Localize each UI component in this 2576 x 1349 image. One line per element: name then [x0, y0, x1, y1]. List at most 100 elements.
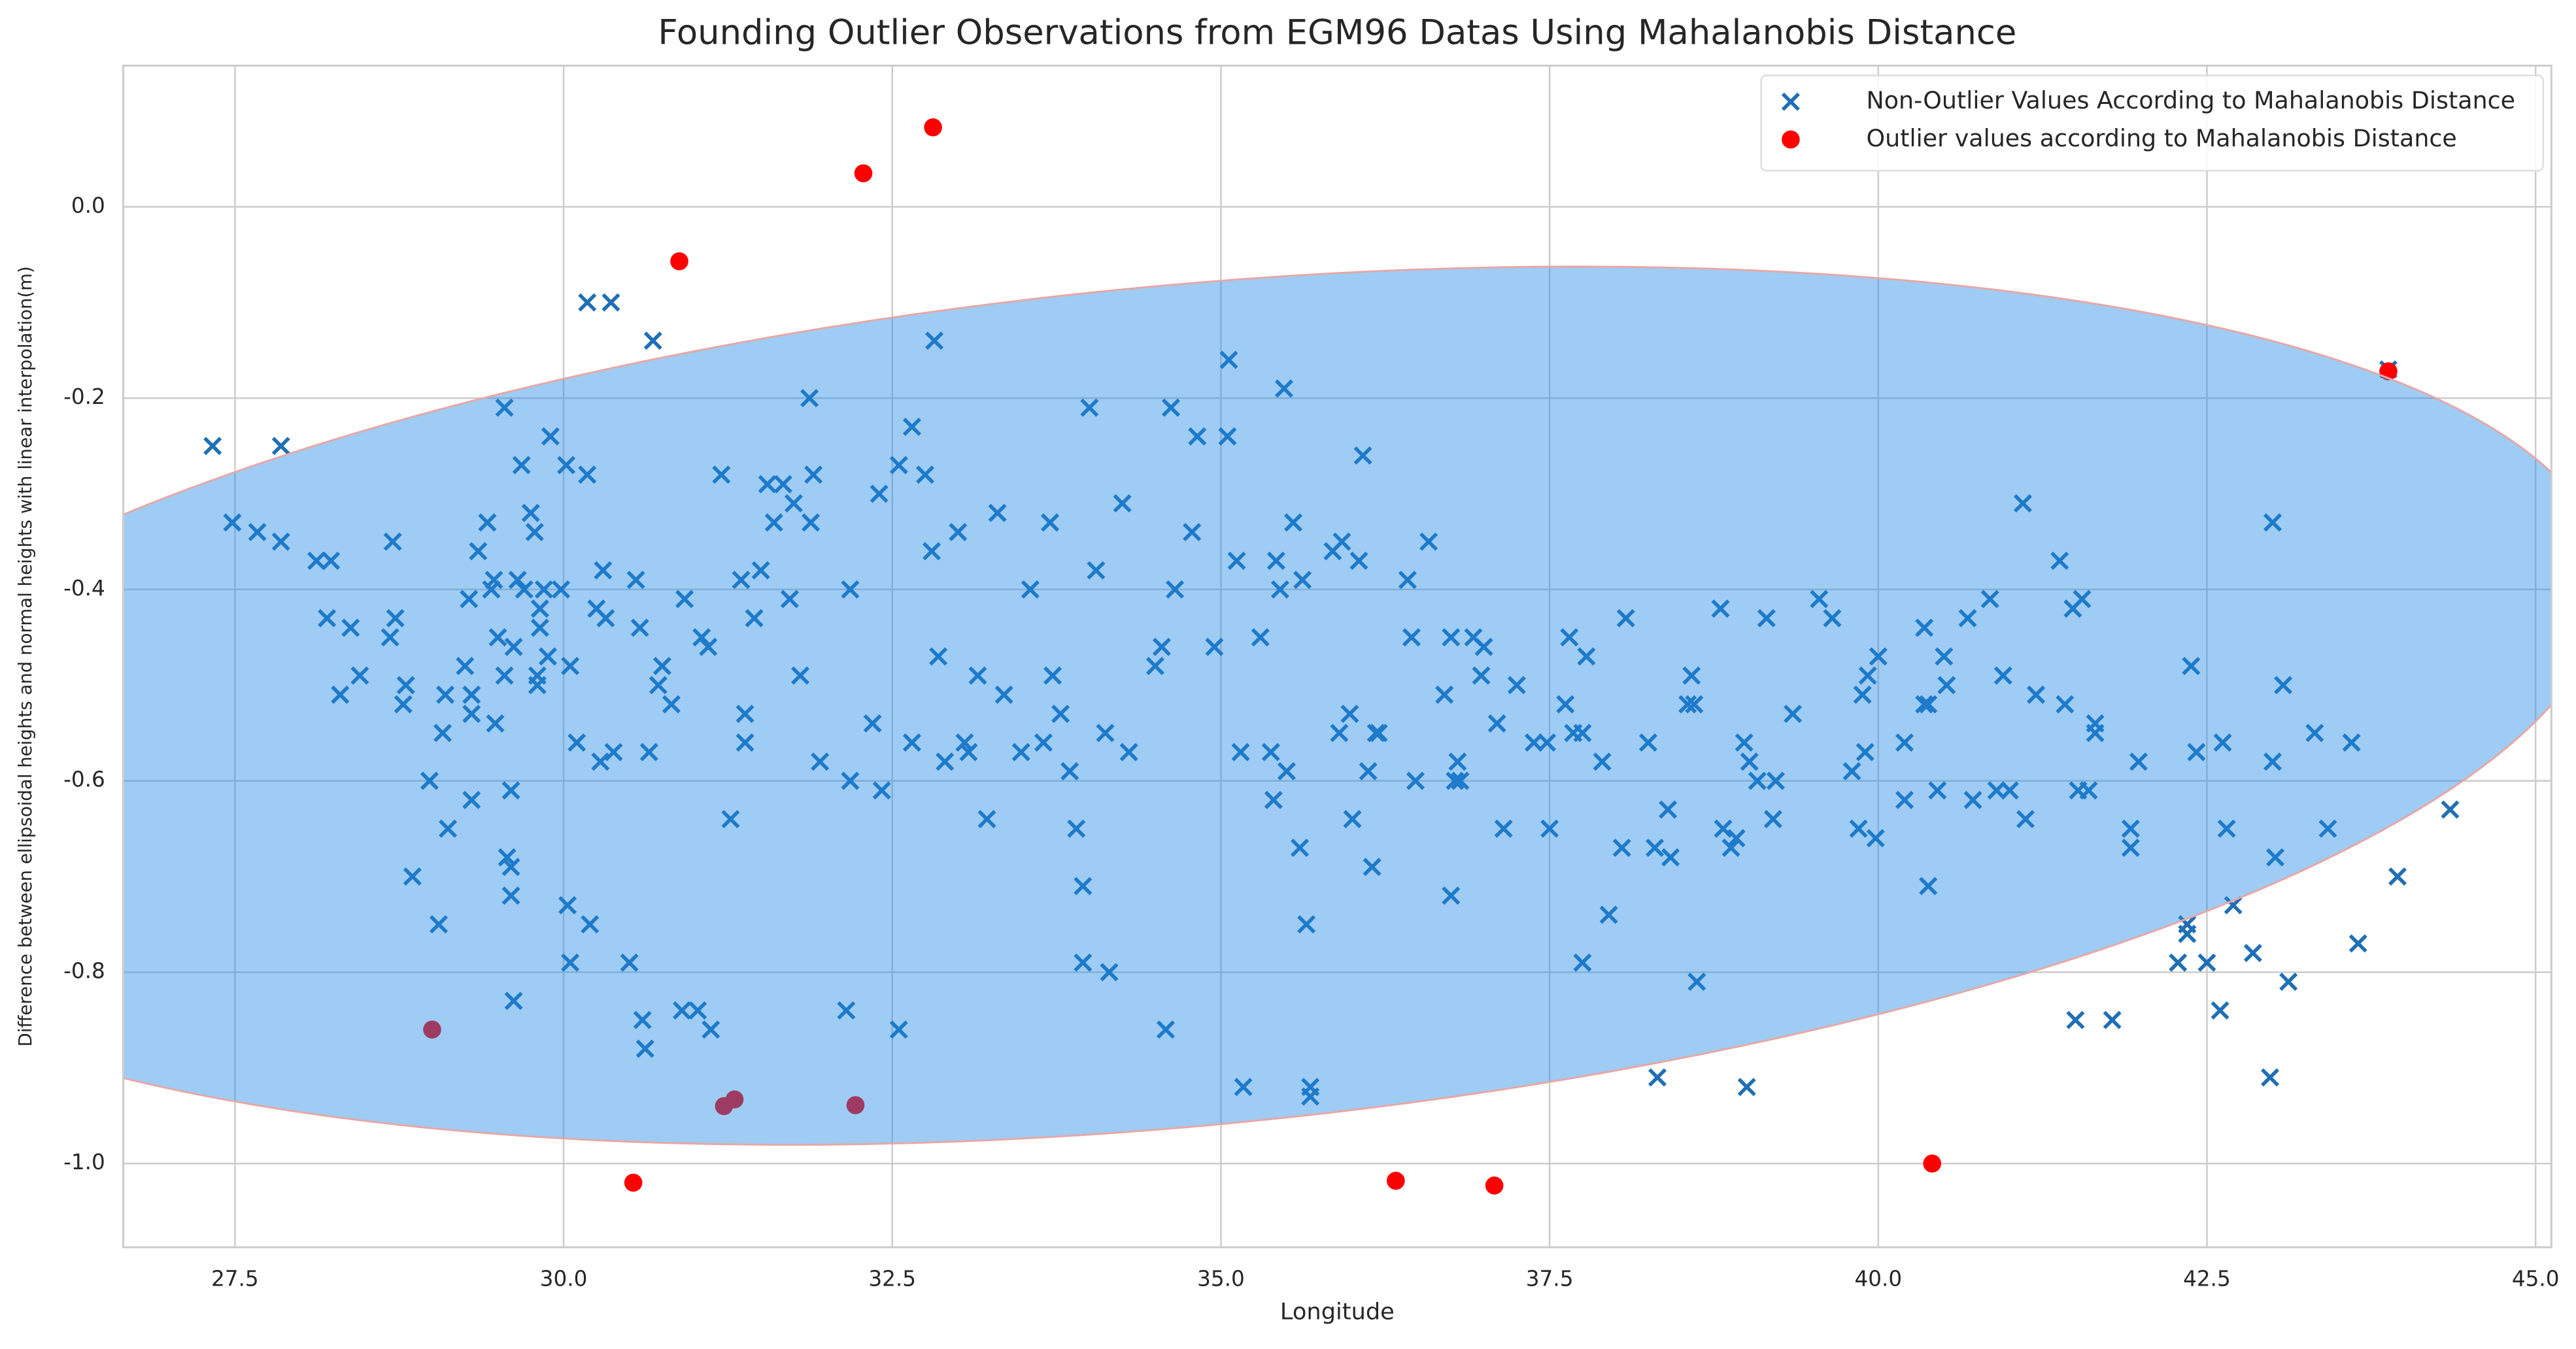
scatter-point	[977, 810, 996, 829]
scatter-point	[2169, 953, 2188, 972]
scatter-point	[341, 618, 360, 637]
scatter-point	[541, 427, 560, 446]
scatter-point	[331, 685, 350, 704]
scatter-point	[790, 666, 810, 685]
scatter-point	[2050, 551, 2069, 570]
scatter-point	[1387, 1171, 1405, 1190]
scatter-point	[223, 513, 242, 532]
scatter-point	[530, 599, 549, 618]
scatter-point	[1645, 839, 1664, 858]
scatter-point	[802, 513, 821, 532]
scatter-point	[1659, 800, 1678, 819]
scatter-point	[955, 733, 974, 752]
scatter-point	[1573, 953, 1592, 972]
scatter-point	[271, 532, 290, 551]
legend-marker	[1781, 92, 1800, 111]
scatter-point	[662, 695, 681, 714]
scatter-point	[1119, 742, 1138, 761]
scatter-point	[521, 503, 540, 522]
chart-title: Founding Outlier Observations from EGM96…	[658, 12, 2016, 52]
scatter-point	[460, 590, 479, 608]
x-tick-label: 40.0	[1854, 1267, 1902, 1291]
scatter-point	[699, 637, 718, 656]
scatter-point	[1937, 676, 1956, 695]
y-tick-label: -0.4	[63, 576, 105, 601]
scatter-point	[1958, 608, 1977, 627]
scatter-point	[2243, 944, 2262, 963]
scatter-point	[604, 742, 623, 761]
scatter-point	[889, 456, 908, 475]
scatter-point	[1823, 608, 1842, 627]
scatter-point	[1538, 733, 1557, 752]
scatter-point	[1810, 590, 1829, 608]
grid	[123, 65, 2552, 1248]
scatter-point	[1987, 781, 2006, 800]
scatter-point	[1366, 724, 1385, 742]
scatter-point	[1866, 829, 1885, 848]
scatter-point	[394, 695, 413, 714]
scatter-point	[1919, 695, 1938, 714]
scatter-point	[381, 628, 399, 647]
scatter-point	[923, 542, 941, 561]
scatter-point	[1687, 973, 1706, 991]
scatter-point	[1343, 810, 1362, 829]
scatter-point	[486, 714, 505, 733]
scatter-point	[780, 590, 799, 608]
scatter-point	[1895, 790, 1914, 809]
legend-marker	[1782, 130, 1800, 149]
scatter-point	[1980, 590, 1999, 608]
scatter-point	[350, 666, 369, 685]
scatter-point	[1763, 810, 1782, 829]
y-axis-label: Difference between ellipsoidal heights a…	[14, 266, 36, 1046]
scatter-point	[478, 513, 497, 532]
scatter-point	[501, 886, 520, 905]
scatter-point	[936, 752, 955, 771]
scatter-point	[1096, 724, 1115, 742]
scatter-point	[558, 895, 577, 914]
scatter-point	[1856, 742, 1874, 761]
scatter-point	[1963, 790, 1982, 809]
y-tick-label: 0.0	[71, 193, 105, 218]
scatter-point	[568, 733, 586, 752]
x-tick-label: 27.5	[211, 1267, 259, 1291]
scatter-point	[1858, 666, 1877, 685]
scatter-point	[841, 580, 860, 599]
scatter-point	[1714, 819, 1733, 838]
scatter-point	[1156, 1020, 1175, 1039]
scatter-point	[2224, 895, 2243, 914]
scatter-point	[1560, 628, 1579, 647]
legend: Non-Outlier Values According to Mahalano…	[1760, 75, 2545, 172]
scatter-point	[811, 752, 830, 771]
scatter-point	[1485, 1176, 1504, 1195]
scatter-point	[673, 1001, 692, 1020]
scatter-point	[1593, 752, 1612, 771]
scatter-point	[2263, 513, 2282, 532]
scatter-point	[495, 398, 514, 417]
plot-frame	[122, 64, 2552, 1248]
ellipse-region	[123, 265, 2552, 1146]
scatter-point	[863, 714, 882, 733]
scatter-point	[430, 915, 449, 934]
scatter-point	[436, 685, 455, 704]
scatter-point	[501, 858, 520, 876]
scatter-point	[578, 465, 597, 484]
scatter-point	[889, 1020, 908, 1039]
scatter-point	[2182, 657, 2201, 676]
scatter-point	[581, 915, 600, 934]
scatter-point	[433, 724, 452, 742]
scatter-point	[1270, 580, 1289, 599]
scatter-point	[1451, 771, 1470, 790]
scatter-point	[2013, 494, 2032, 513]
scatter-point	[1757, 608, 1776, 627]
scatter-point	[1145, 657, 1164, 676]
scatter-point	[1406, 771, 1425, 790]
scatter-point	[469, 542, 488, 561]
scatter-point	[2027, 685, 2046, 704]
scatter-point	[1556, 695, 1575, 714]
scatter-point	[1043, 666, 1062, 685]
scatter-point	[784, 494, 803, 513]
scatter-point	[512, 456, 531, 475]
scatter-point	[1448, 752, 1467, 771]
scatter-point	[1599, 905, 1618, 924]
scatter-point	[736, 705, 754, 724]
